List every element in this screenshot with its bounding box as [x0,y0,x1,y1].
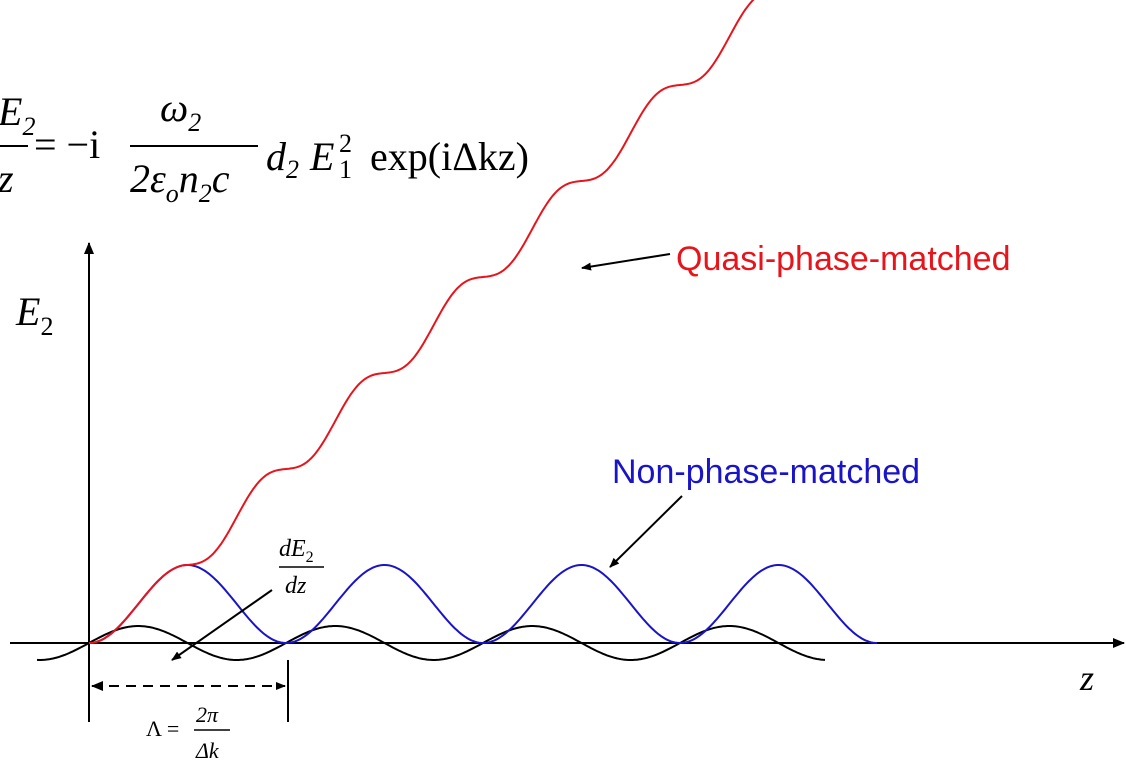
non-phase-matched-label: Non-phase-matched [612,453,920,491]
equation-denominator: 2εon2c [130,156,230,208]
equation-equals-minus-i: = −i [34,122,100,167]
derivative-curve [36,625,826,661]
equation-omega: ω2 [160,85,201,137]
equation-lhs-denominator: dz [0,156,14,201]
period-lambda: Λ = [146,716,179,741]
equation-e1-squared: E [309,134,334,179]
equation-e1-sup: 2 [339,129,352,158]
period-denominator: Δk [195,738,220,763]
equation-exp: exp(iΔkz) [370,134,529,179]
equation-e1-sub: 1 [339,155,352,184]
derivative-label-denominator: dz [285,573,307,599]
quasi-phase-matched-label: Quasi-phase-matched [676,240,1011,278]
qpm-label-arrow [581,253,671,271]
npm-label-arrow [609,495,683,568]
equation-lhs-numerator: dE2 [0,89,35,141]
derivative-label-numerator: dE2 [279,536,314,566]
period-label: Λ = 2π Δk [146,702,230,763]
coupled-wave-equation: dE2 dz = −i ω2 2εon2c d2 E 2 1 exp(iΔkz) [0,85,529,208]
period-left-arrowhead [91,681,103,691]
equation-d2: d2 [266,134,299,184]
derivative-label: dE2 dz [279,536,324,599]
period-numerator: 2π [196,702,219,727]
non-phase-matched-curve [88,564,878,645]
deriv-label-arrow [171,589,273,661]
x-axis-label: z [1079,658,1094,698]
quasi-phase-matched-curve [88,0,755,644]
y-axis-label: E2 [15,289,53,341]
